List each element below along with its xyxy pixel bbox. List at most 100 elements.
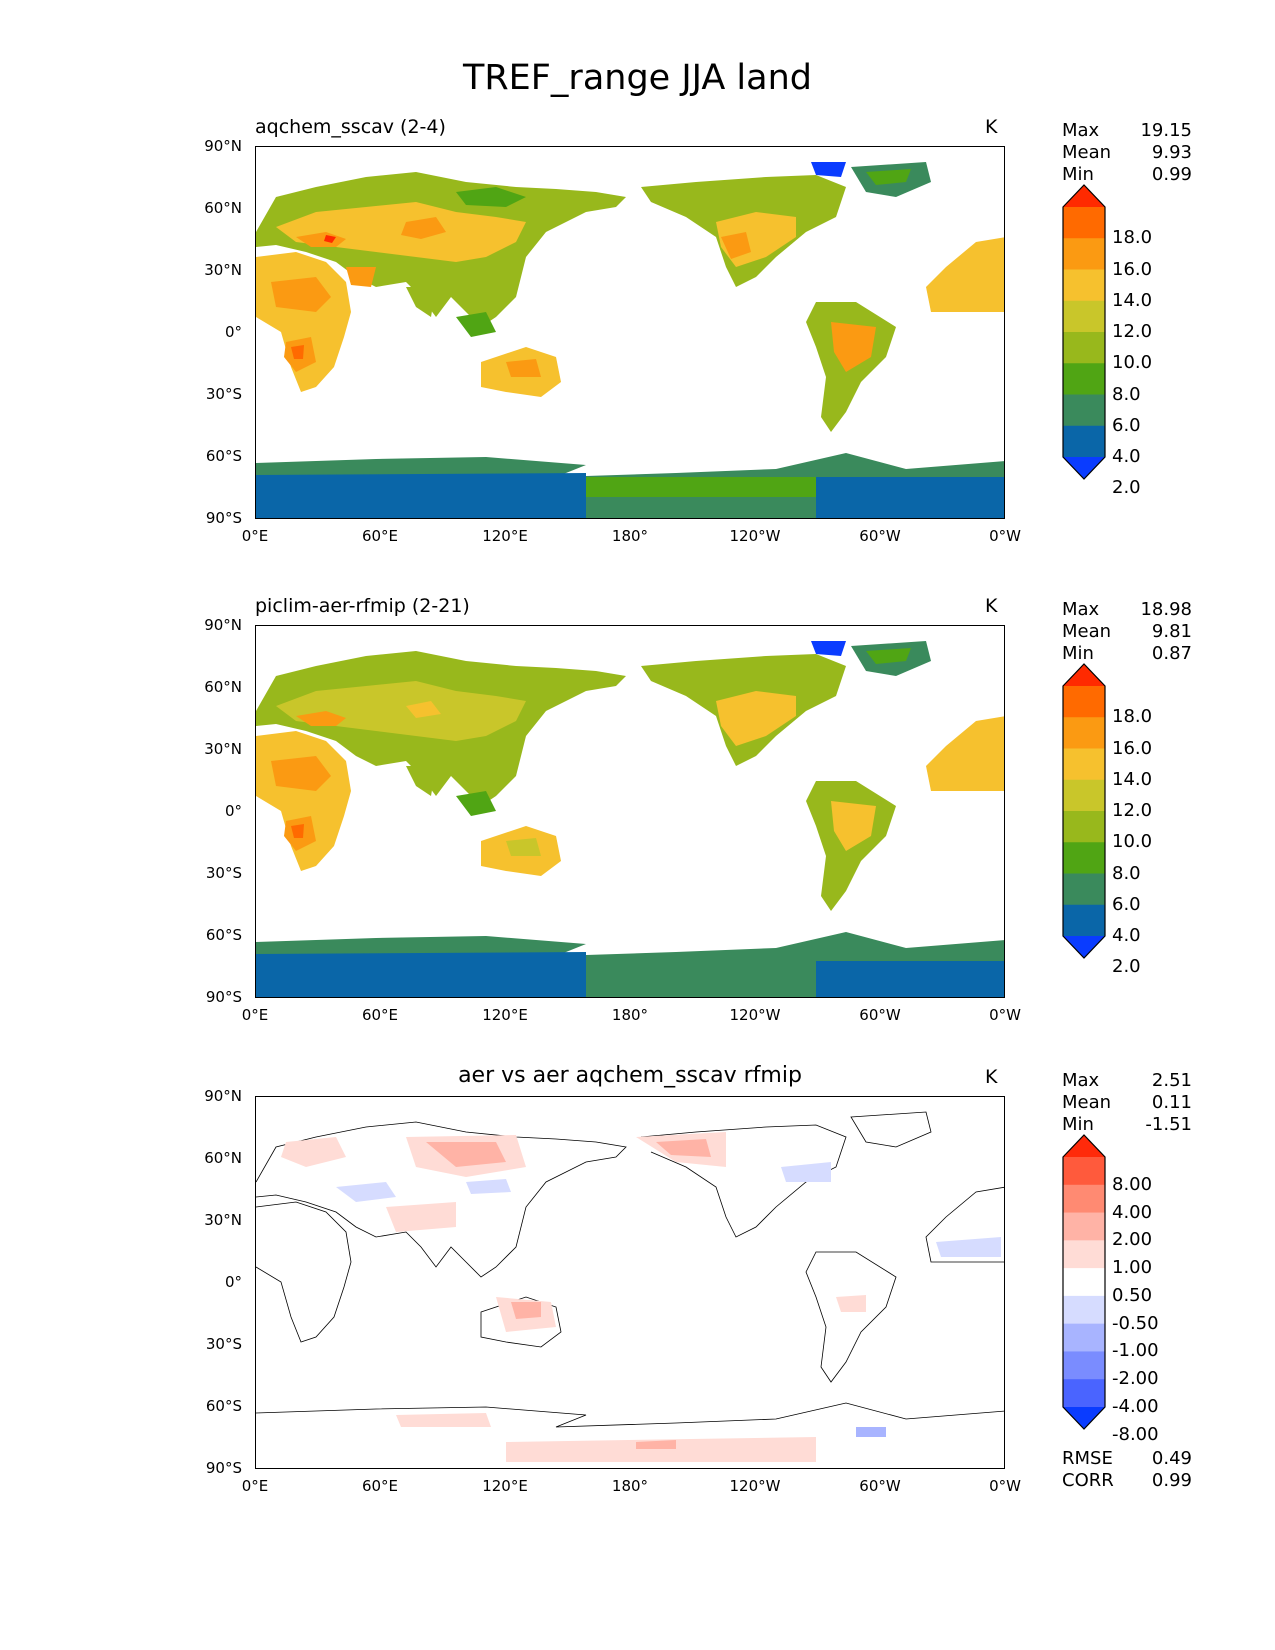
colorbar-segment bbox=[1063, 1407, 1105, 1429]
colorbar-tick-label: 8.0 bbox=[1112, 862, 1141, 884]
panel-difference: aer vs aer aqchem_sscav rfmip K bbox=[0, 1063, 1275, 1536]
panel-aqchem-sscav: aqchem_sscav (2-4) K bbox=[0, 116, 1275, 586]
stats-box: Max 2.51 Mean 0.11 Min -1.51 bbox=[1062, 1070, 1192, 1135]
stat-min: 0.87 bbox=[1151, 643, 1192, 664]
lat-tick-label: 90°N bbox=[204, 616, 242, 634]
panel-piclim-aer-rfmip: piclim-aer-rfmip (2-21) K bbox=[0, 595, 1275, 1065]
colorbar bbox=[1062, 184, 1106, 484]
colorbar-segment bbox=[1063, 238, 1105, 270]
colorbar-segment bbox=[1063, 1351, 1105, 1380]
panel-title: aer vs aer aqchem_sscav rfmip bbox=[458, 1063, 802, 1088]
lat-tick-label: 30°N bbox=[204, 261, 242, 279]
colorbar-tick-label: 18.0 bbox=[1112, 706, 1153, 728]
colorbar-segment bbox=[1063, 425, 1105, 458]
colorbar-segment bbox=[1063, 185, 1105, 207]
stat-min: -1.51 bbox=[1145, 1114, 1192, 1135]
lon-tick-label: 120°E bbox=[482, 1006, 528, 1024]
lat-tick-label: 30°S bbox=[205, 864, 242, 882]
colorbar-segment bbox=[1063, 1240, 1105, 1269]
lon-tick-label: 0°E bbox=[241, 1477, 269, 1495]
colorbar-tick-label: 8.0 bbox=[1112, 383, 1141, 405]
stat-min: 0.99 bbox=[1151, 164, 1192, 185]
colorbar-tick-label: 14.0 bbox=[1112, 289, 1153, 311]
colorbar-segment bbox=[1063, 207, 1105, 239]
colorbar-tick-label: 18.0 bbox=[1112, 227, 1153, 249]
map-plot bbox=[255, 625, 1005, 998]
colorbar-segment bbox=[1063, 457, 1105, 479]
lat-tick-label: 0° bbox=[224, 1273, 242, 1291]
colorbar bbox=[1062, 1134, 1106, 1434]
colorbar-segment bbox=[1063, 394, 1105, 427]
lon-tick-label: 180° bbox=[611, 527, 649, 545]
land-field bbox=[256, 162, 1004, 518]
stat-max: 19.15 bbox=[1140, 120, 1192, 141]
colorbar-tick-label: 4.0 bbox=[1112, 925, 1141, 946]
colorbar-segment bbox=[1063, 1184, 1105, 1214]
colorbar-tick-label: 10.0 bbox=[1112, 831, 1153, 853]
map-plot bbox=[255, 1096, 1005, 1469]
panel-title: aqchem_sscav (2-4) bbox=[255, 116, 446, 138]
colorbar-segment bbox=[1063, 664, 1105, 686]
lon-tick-label: 120°W bbox=[729, 1006, 781, 1024]
colorbar-tick-label: 1.00 bbox=[1112, 1257, 1153, 1279]
lon-tick-label: 0°W bbox=[989, 1006, 1021, 1024]
colorbar-tick-label: -1.00 bbox=[1112, 1340, 1159, 1362]
lat-tick-label: 60°N bbox=[204, 678, 242, 696]
lon-tick-label: 60°W bbox=[859, 527, 901, 545]
lat-tick-label: 0° bbox=[224, 323, 242, 341]
lon-tick-label: 0°W bbox=[989, 527, 1021, 545]
colorbar-tick-label: -2.00 bbox=[1112, 1368, 1159, 1390]
panel-title: piclim-aer-rfmip (2-21) bbox=[255, 595, 470, 617]
colorbar-segment bbox=[1063, 779, 1105, 812]
lon-tick-label: 0°E bbox=[241, 1006, 269, 1024]
lat-tick-label: 30°N bbox=[204, 740, 242, 758]
colorbar-segment bbox=[1063, 842, 1105, 874]
lat-tick-label: 60°N bbox=[204, 1149, 242, 1167]
colorbar-tick-label: 10.0 bbox=[1112, 352, 1153, 374]
colorbar-segment bbox=[1063, 269, 1105, 302]
map-plot bbox=[255, 146, 1005, 519]
colorbar-segment bbox=[1063, 1135, 1105, 1157]
lon-tick-label: 120°E bbox=[482, 527, 528, 545]
colorbar-tick-label: 2.00 bbox=[1112, 1229, 1153, 1251]
colorbar-tick-label: -8.00 bbox=[1112, 1423, 1159, 1445]
colorbar-segment bbox=[1063, 363, 1105, 395]
lon-tick-label: 60°E bbox=[361, 527, 399, 545]
colorbar-svg bbox=[1062, 1134, 1106, 1430]
colorbar-tick-label: -0.50 bbox=[1112, 1312, 1159, 1334]
colorbar-tick-label: 4.00 bbox=[1112, 1201, 1153, 1223]
difference-field bbox=[256, 1111, 1004, 1462]
colorbar-segment bbox=[1063, 1295, 1105, 1325]
lon-tick-label: 60°W bbox=[859, 1477, 901, 1495]
lat-tick-label: 30°N bbox=[204, 1211, 242, 1229]
colorbar-segment bbox=[1063, 717, 1105, 749]
metric-rmse: 0.49 bbox=[1151, 1448, 1192, 1469]
colorbar-segment bbox=[1063, 1379, 1105, 1408]
colorbar-segment bbox=[1063, 300, 1105, 333]
colorbar-tick-label: 2.0 bbox=[1112, 477, 1141, 499]
colorbar-svg bbox=[1062, 663, 1106, 959]
colorbar-segment bbox=[1063, 873, 1105, 906]
colorbar-segment bbox=[1063, 1268, 1105, 1297]
colorbar-tick-label: 12.0 bbox=[1112, 321, 1153, 342]
lon-tick-label: 180° bbox=[611, 1477, 649, 1495]
lat-tick-label: 60°N bbox=[204, 199, 242, 217]
colorbar-segment bbox=[1063, 748, 1105, 781]
colorbar-segment bbox=[1063, 332, 1105, 364]
lat-tick-label: 60°S bbox=[205, 1397, 242, 1415]
metrics-box: RMSE 0.49 CORR 0.99 bbox=[1062, 1448, 1192, 1491]
colorbar-tick-label: 2.0 bbox=[1112, 956, 1141, 978]
lon-tick-label: 120°W bbox=[729, 527, 781, 545]
colorbar-tick-label: 6.0 bbox=[1112, 893, 1141, 915]
colorbar-tick-label: 16.0 bbox=[1112, 737, 1153, 759]
figure-title: TREF_range JJA land bbox=[462, 58, 812, 98]
stat-mean: 0.11 bbox=[1151, 1092, 1192, 1113]
colorbar-tick-label: 0.50 bbox=[1112, 1284, 1153, 1306]
colorbar-svg bbox=[1062, 184, 1106, 480]
metric-corr: 0.99 bbox=[1151, 1470, 1192, 1491]
lon-tick-label: 120°E bbox=[482, 1477, 528, 1495]
stat-max: 18.98 bbox=[1140, 599, 1192, 620]
lon-tick-label: 60°E bbox=[361, 1477, 399, 1495]
colorbar-segment bbox=[1063, 1157, 1105, 1186]
colorbar-tick-label: -4.00 bbox=[1112, 1396, 1159, 1417]
